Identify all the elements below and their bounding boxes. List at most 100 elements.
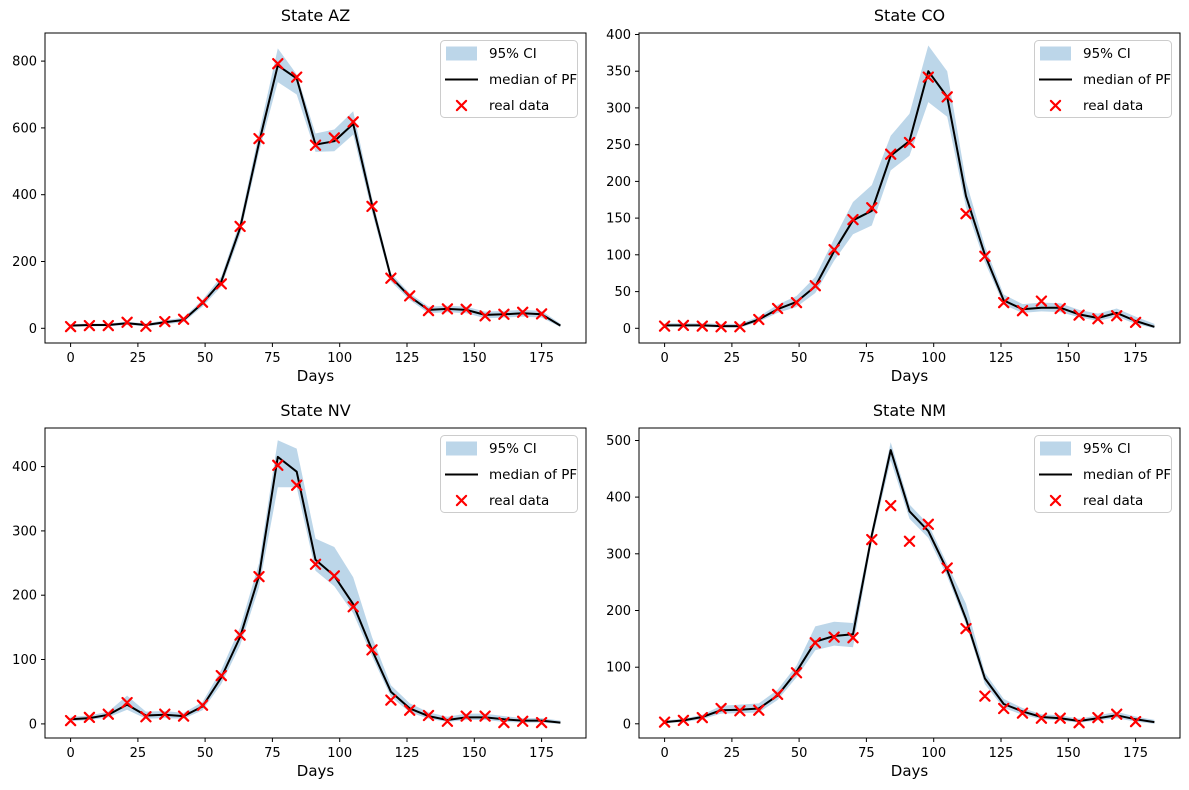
legend-label: 95% CI <box>1083 441 1131 457</box>
x-tick-label: 25 <box>130 351 147 366</box>
y-tick-label: 400 <box>12 188 37 203</box>
x-tick-label: 100 <box>921 746 946 761</box>
y-tick-label: 0 <box>29 717 37 732</box>
axis-title-days: Days <box>297 367 335 385</box>
y-tick-label: 200 <box>12 589 37 604</box>
legend-label: 95% CI <box>489 441 537 457</box>
x-tick-label: 150 <box>462 746 487 761</box>
x-tick-label: 175 <box>529 746 554 761</box>
x-tick-label: 50 <box>791 746 808 761</box>
subplot-state-co: 0 25 50 75 100 125 150 175 0 50 100 150 200 250 300 350… <box>606 6 1181 385</box>
legend-label: 95% CI <box>1083 46 1131 62</box>
y-tick-label: 800 <box>12 55 37 70</box>
x-tick-label: 175 <box>529 351 554 366</box>
median-line <box>664 449 1155 724</box>
y-tick-label: 100 <box>606 248 631 263</box>
y-tick-label: 400 <box>12 460 37 475</box>
legend: 95% CI median of PF real data <box>440 40 578 118</box>
legend-label: real data <box>489 493 549 509</box>
x-tick-label: 75 <box>264 351 281 366</box>
x-tick-label: 75 <box>858 351 875 366</box>
y-tick-label: 300 <box>606 547 631 562</box>
x-tick-label: 0 <box>66 746 74 761</box>
y-tick-label: 600 <box>12 121 37 136</box>
x-tick-label: 150 <box>1056 746 1081 761</box>
panel-title: State NV <box>280 401 350 420</box>
axis-title-days: Days <box>297 762 335 780</box>
legend: 95% CI median of PF real data <box>1034 435 1172 513</box>
legend-label: 95% CI <box>489 46 537 62</box>
x-tick-label: 25 <box>724 746 741 761</box>
x-tick-label: 150 <box>462 351 487 366</box>
y-tick-label: 0 <box>623 717 631 732</box>
x-tick-label: 100 <box>327 351 352 366</box>
legend: 95% CI median of PF real data <box>440 435 578 513</box>
legend-ci-swatch <box>446 441 477 456</box>
x-tick-label: 0 <box>66 351 74 366</box>
x-tick-label: 0 <box>660 746 668 761</box>
x-tick-label: 75 <box>858 746 875 761</box>
axes-frame <box>44 32 587 344</box>
x-tick-label: 125 <box>989 746 1014 761</box>
y-tick-label: 100 <box>606 661 631 676</box>
axis-title-days: Days <box>891 367 929 385</box>
legend-label: real data <box>1083 98 1143 114</box>
legend-ci-swatch <box>1040 46 1071 61</box>
y-tick-label: 400 <box>606 491 631 506</box>
subplot-state-az: 0 25 50 75 100 125 150 175 0 200 400 600 800 State AZ… <box>12 6 587 385</box>
legend-real-data-marker <box>455 494 468 507</box>
y-tick-label: 250 <box>606 138 631 153</box>
y-tick-label: 200 <box>606 604 631 619</box>
y-tick-label: 300 <box>606 101 631 116</box>
x-tick-label: 125 <box>395 746 420 761</box>
y-tick-label: 200 <box>606 175 631 190</box>
panel-title: State CO <box>874 6 945 25</box>
legend-label: median of PF <box>489 72 577 88</box>
x-tick-label: 175 <box>1123 746 1148 761</box>
panel-title: State NM <box>873 401 946 420</box>
subplot-state-nm: 0 25 50 75 100 125 150 175 0 100 200 300 400 500 State… <box>606 401 1181 780</box>
x-tick-label: 125 <box>989 351 1014 366</box>
axis-title-days: Days <box>891 762 929 780</box>
x-tick-label: 25 <box>130 746 147 761</box>
y-tick-label: 50 <box>614 285 631 300</box>
y-tick-label: 300 <box>12 524 37 539</box>
y-tick-label: 0 <box>623 322 631 337</box>
subplot-state-nv: 0 25 50 75 100 125 150 175 0 100 200 300 400 State NV… <box>12 401 587 780</box>
y-tick-label: 200 <box>12 255 37 270</box>
legend-ci-swatch <box>1040 441 1071 456</box>
x-tick-label: 50 <box>197 746 214 761</box>
legend: 95% CI median of PF real data <box>1034 40 1172 118</box>
y-tick-label: 400 <box>606 28 631 43</box>
legend-label: real data <box>1083 493 1143 509</box>
y-tick-label: 350 <box>606 65 631 80</box>
real-data-markers <box>658 71 1142 333</box>
y-tick-label: 100 <box>12 653 37 668</box>
axes-frame <box>638 427 1181 739</box>
legend-label: real data <box>489 98 549 114</box>
legend-real-data-marker <box>1049 494 1062 507</box>
legend-label: median of PF <box>489 467 577 483</box>
x-tick-label: 175 <box>1123 351 1148 366</box>
y-tick-label: 500 <box>606 434 631 449</box>
axes-frame <box>44 427 587 739</box>
x-tick-label: 50 <box>197 351 214 366</box>
x-tick-label: 100 <box>921 351 946 366</box>
legend-label: median of PF <box>1083 72 1171 88</box>
axes-frame <box>638 32 1181 344</box>
panel-title: State AZ <box>281 6 350 25</box>
real-data-markers <box>64 459 548 729</box>
y-tick-label: 150 <box>606 212 631 227</box>
legend-real-data-marker <box>1049 99 1062 112</box>
real-data-markers <box>64 58 548 333</box>
y-tick-label: 0 <box>29 322 37 337</box>
median-line <box>70 455 561 724</box>
x-tick-label: 75 <box>264 746 281 761</box>
real-data-markers <box>658 499 1142 729</box>
x-tick-label: 50 <box>791 351 808 366</box>
legend-real-data-marker <box>455 99 468 112</box>
x-tick-label: 100 <box>327 746 352 761</box>
x-tick-label: 125 <box>395 351 420 366</box>
x-tick-label: 0 <box>660 351 668 366</box>
